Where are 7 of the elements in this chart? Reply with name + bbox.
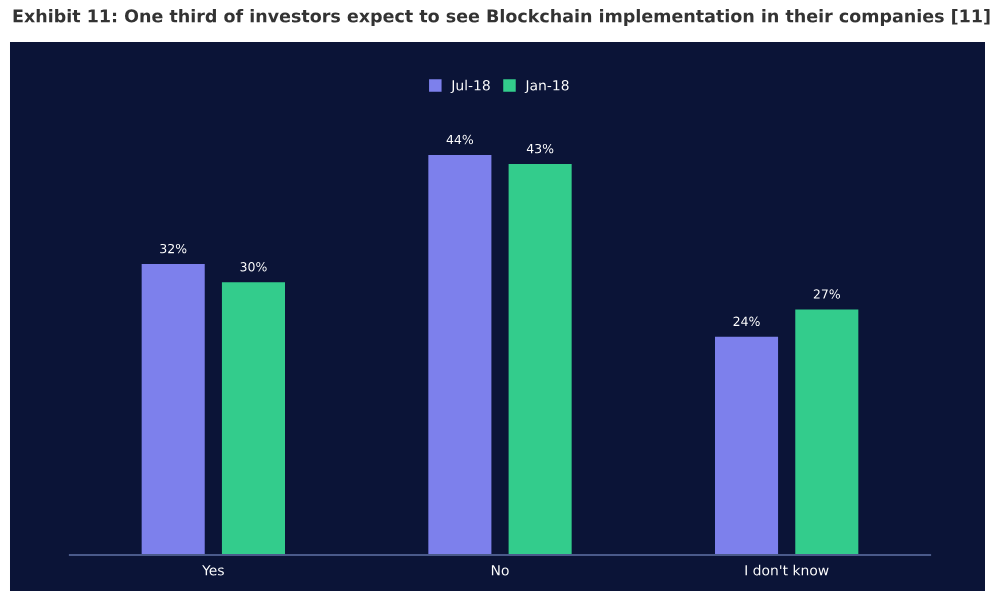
bar [428,155,492,555]
bar [715,336,779,555]
bar [508,164,572,555]
bar [221,282,285,555]
bar [795,309,859,555]
bar [141,264,205,555]
chart-title: Exhibit 11: One third of investors expect to see Blockchain implementation in their companies [11] [13,9,990,26]
